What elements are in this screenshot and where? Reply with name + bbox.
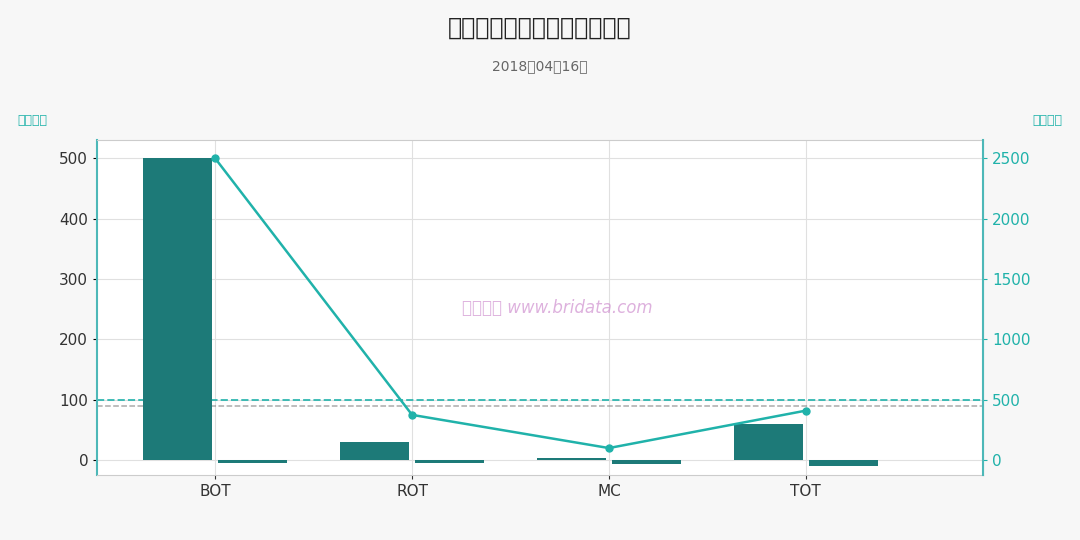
Bar [415,460,484,463]
Text: 2018年04月16日: 2018年04月16日 [492,59,588,73]
Text: 数量：个: 数量：个 [17,114,48,127]
Legend: 项目个数（个）, 投资金额（亿元）: 项目个数（个）, 投资金额（亿元） [286,536,528,540]
Bar [809,460,878,466]
Bar [537,458,606,460]
Bar [144,158,213,460]
Bar [733,424,802,460]
Bar [340,442,409,460]
Text: 金额：亿: 金额：亿 [1032,114,1063,127]
Bar [218,460,287,463]
Text: 明树数据 www.bridata.com: 明树数据 www.bridata.com [462,299,653,317]
Text: 退库项目运作方式分布统计图: 退库项目运作方式分布统计图 [448,16,632,40]
Bar [612,460,680,464]
